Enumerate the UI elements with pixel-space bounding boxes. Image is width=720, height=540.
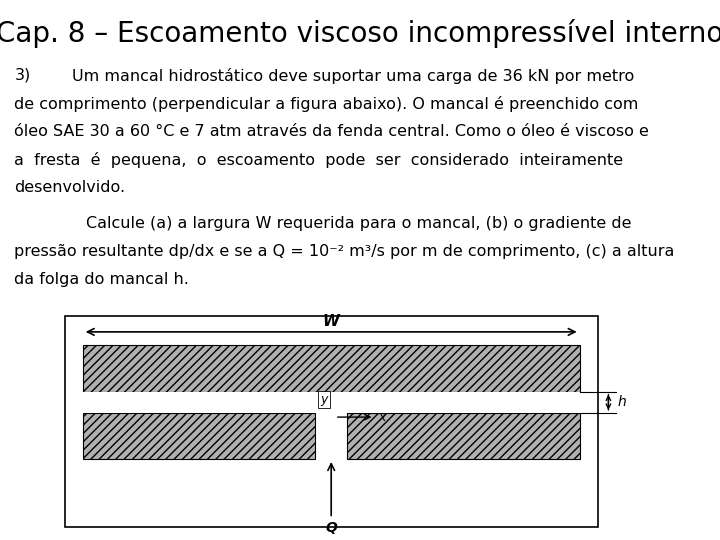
Bar — [65, 316, 598, 526]
Text: pressão resultante dp/dx e se a Q = 10⁻² m³/s por m de comprimento, (c) a altura: pressão resultante dp/dx e se a Q = 10⁻²… — [14, 244, 675, 259]
Text: a  fresta  é  pequena,  o  escoamento  pode  ser  considerado  inteiramente: a fresta é pequena, o escoamento pode se… — [14, 152, 624, 168]
Text: desenvolvido.: desenvolvido. — [14, 180, 125, 195]
Bar — [83, 413, 315, 459]
Text: W: W — [323, 314, 340, 329]
Text: Q: Q — [325, 521, 337, 535]
Bar — [347, 413, 580, 459]
Text: de comprimento (perpendicular a figura abaixo). O mancal é preenchido com: de comprimento (perpendicular a figura a… — [14, 96, 639, 112]
Text: Calcule (a) a largura W requerida para o mancal, (b) o gradiente de: Calcule (a) a largura W requerida para o… — [86, 216, 632, 231]
Text: h: h — [617, 395, 626, 409]
Text: x: x — [378, 410, 385, 423]
Text: Um mancal hidrostático deve suportar uma carga de 36 kN por metro: Um mancal hidrostático deve suportar uma… — [72, 68, 634, 84]
Text: Cap. 8 – Escoamento viscoso incompressível interno: Cap. 8 – Escoamento viscoso incompressív… — [0, 19, 720, 48]
Text: óleo SAE 30 a 60 °C e 7 atm através da fenda central. Como o óleo é viscoso e: óleo SAE 30 a 60 °C e 7 atm através da f… — [14, 124, 649, 139]
Text: y: y — [320, 393, 328, 406]
Text: da folga do mancal h.: da folga do mancal h. — [14, 272, 189, 287]
Text: 3): 3) — [14, 68, 31, 83]
Bar — [83, 392, 580, 413]
Bar — [83, 346, 580, 392]
